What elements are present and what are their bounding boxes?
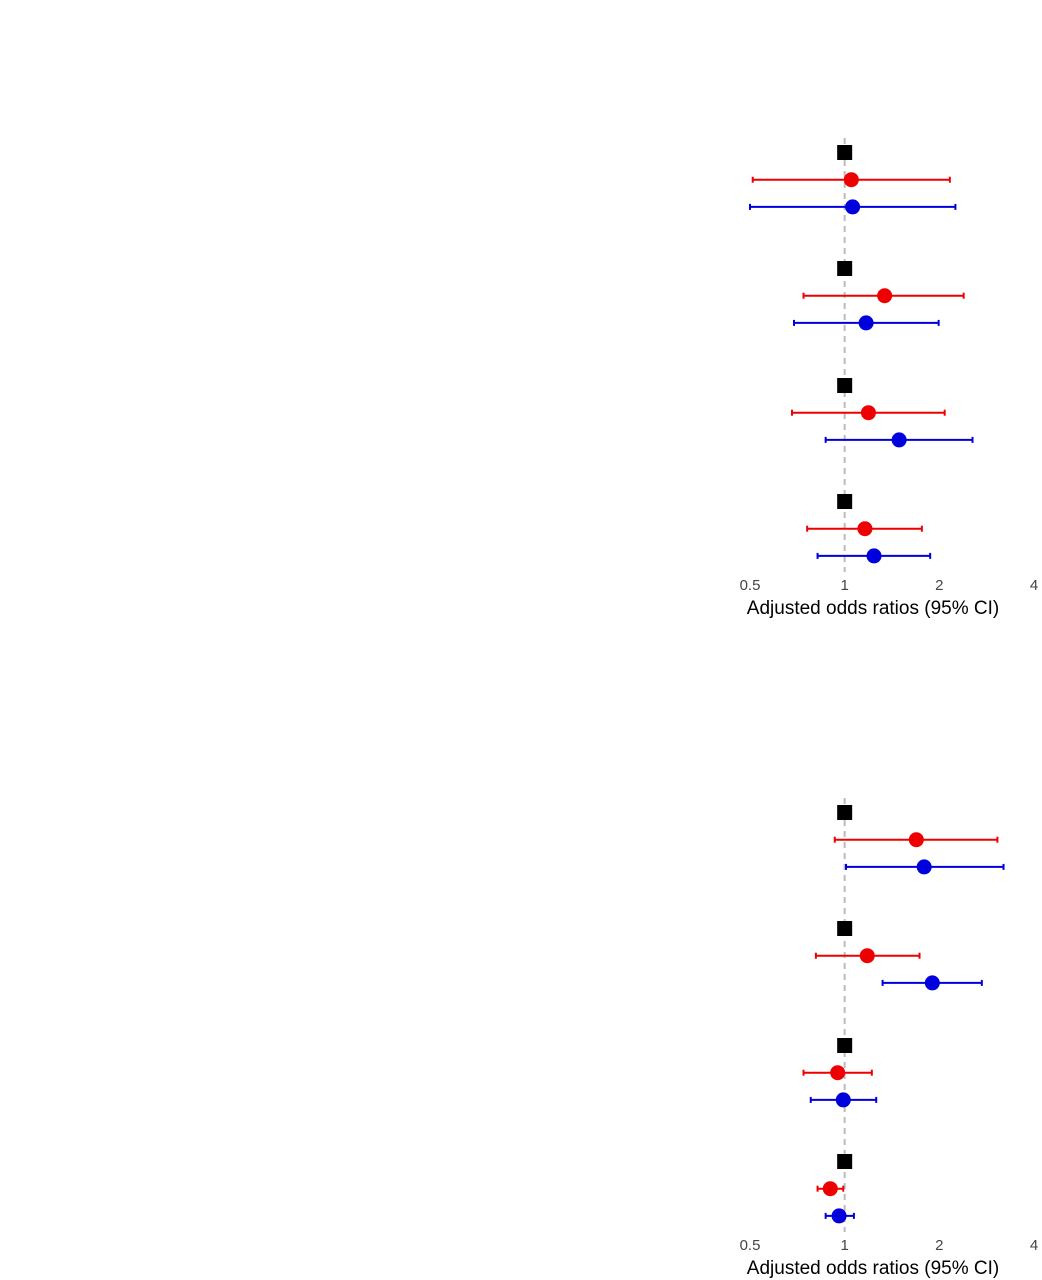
reference-square-marker xyxy=(837,1154,853,1169)
reference-square-marker xyxy=(837,1038,853,1053)
odds-ratio-point xyxy=(891,432,907,448)
x-tick-label: 4 xyxy=(1030,1237,1038,1254)
x-tick-label: 0.5 xyxy=(740,1237,761,1254)
odds-ratio-point xyxy=(877,288,893,304)
reference-square-marker xyxy=(837,261,853,276)
odds-ratio-point xyxy=(924,975,940,991)
x-tick-label: 1 xyxy=(840,1237,848,1254)
reference-square-marker xyxy=(837,921,853,936)
reference-square-marker xyxy=(837,805,853,820)
odds-ratio-point xyxy=(859,948,875,964)
odds-ratio-point xyxy=(830,1065,846,1081)
x-axis-title: Adjusted odds ratios (95% CI) xyxy=(747,1258,999,1279)
odds-ratio-point xyxy=(822,1181,838,1197)
x-tick-label: 0.5 xyxy=(740,577,761,594)
odds-ratio-point xyxy=(843,172,859,188)
x-axis-title: Adjusted odds ratios (95% CI) xyxy=(747,598,999,619)
x-tick-label: 2 xyxy=(935,1237,943,1254)
odds-ratio-point xyxy=(858,315,874,331)
reference-square-marker xyxy=(837,378,853,393)
odds-ratio-point xyxy=(908,832,924,848)
reference-square-marker xyxy=(837,145,853,160)
odds-ratio-point xyxy=(866,548,882,564)
x-tick-label: 1 xyxy=(840,577,848,594)
x-tick-label: 4 xyxy=(1030,577,1038,594)
odds-ratio-point xyxy=(835,1092,851,1108)
odds-ratio-point xyxy=(857,521,873,537)
odds-ratio-point xyxy=(860,405,876,421)
x-tick-label: 2 xyxy=(935,577,943,594)
reference-square-marker xyxy=(837,494,853,509)
odds-ratio-point xyxy=(831,1208,847,1224)
odds-ratio-point xyxy=(916,859,932,875)
odds-ratio-point xyxy=(845,199,861,215)
